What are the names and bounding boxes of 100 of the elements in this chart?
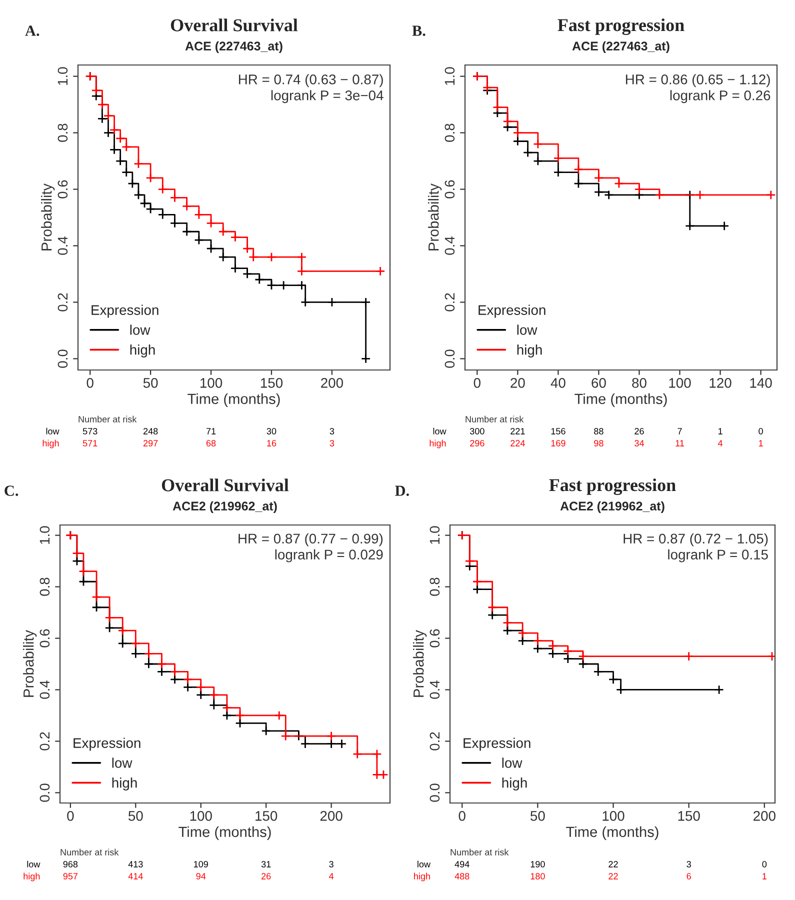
y-axis-title: Probability bbox=[23, 630, 37, 697]
text: 22 bbox=[608, 861, 618, 868]
legend-label: high bbox=[130, 344, 155, 358]
text: 180 bbox=[530, 873, 545, 880]
text: Number at risk bbox=[466, 416, 524, 422]
x-tick-label: 100 bbox=[669, 378, 691, 388]
text: 573 bbox=[82, 428, 98, 434]
y-tick-label: 1.0 bbox=[444, 67, 455, 85]
annotation: HR = 0.74 (0.63 − 0.87) bbox=[238, 74, 383, 88]
y-tick-label: 0.8 bbox=[430, 578, 440, 596]
y-tick-label: 0.0 bbox=[430, 784, 440, 802]
legend-label: high bbox=[112, 778, 137, 790]
text: 488 bbox=[454, 873, 470, 880]
chart-title: Overall Survival bbox=[162, 478, 289, 492]
text: 71 bbox=[206, 428, 216, 434]
chart-subtitle: ACE (227463_at) bbox=[185, 41, 282, 53]
legend-label: high bbox=[502, 778, 527, 790]
x-tick-label: 150 bbox=[678, 811, 700, 821]
y-tick-label: 0.0 bbox=[58, 350, 68, 368]
x-tick-label: 0 bbox=[86, 378, 94, 388]
legend-label: low bbox=[130, 324, 150, 335]
legend-label: low bbox=[502, 758, 522, 768]
annotation: HR = 0.86 (0.65 − 1.12) bbox=[626, 74, 770, 88]
x-axis-title: Time (months) bbox=[178, 826, 271, 840]
x-tick-label: 60 bbox=[592, 378, 606, 388]
text: 0 bbox=[762, 861, 767, 868]
chart-subtitle: ACE2 (219962_at) bbox=[560, 501, 664, 513]
text: 494 bbox=[454, 861, 470, 868]
y-tick-label: 0.6 bbox=[40, 629, 50, 648]
text: 1 bbox=[718, 428, 722, 434]
x-tick-label: 150 bbox=[256, 811, 278, 821]
text: 11 bbox=[676, 440, 684, 446]
text: 3 bbox=[330, 428, 334, 434]
y-tick-label: 0.2 bbox=[430, 732, 440, 750]
x-tick-label: 140 bbox=[750, 378, 772, 388]
text: A. bbox=[25, 26, 40, 36]
text: 248 bbox=[143, 428, 158, 434]
x-tick-label: 200 bbox=[320, 811, 342, 821]
text: 16 bbox=[267, 440, 276, 446]
annotation: logrank P = 0.15 bbox=[668, 549, 768, 562]
y-tick-label: 0.2 bbox=[40, 732, 50, 750]
x-tick-label: 0 bbox=[474, 378, 480, 388]
y-tick-label: 1.0 bbox=[430, 526, 440, 544]
x-axis-title: Time (months) bbox=[188, 393, 280, 407]
y-tick-label: 0.4 bbox=[430, 680, 440, 699]
legend-title: Expression bbox=[92, 304, 158, 318]
y-tick-label: 0.8 bbox=[444, 124, 455, 142]
text: 26 bbox=[634, 428, 644, 434]
y-axis-title: Probability bbox=[41, 183, 55, 250]
text: 414 bbox=[128, 873, 143, 880]
text: 22 bbox=[608, 873, 618, 880]
text: 98 bbox=[594, 440, 604, 446]
chart-title: Fast progression bbox=[558, 18, 684, 35]
text: 3 bbox=[329, 861, 334, 868]
text: 169 bbox=[551, 440, 566, 446]
x-tick-label: 80 bbox=[632, 378, 646, 388]
legend-title: Expression bbox=[478, 304, 546, 318]
text: 190 bbox=[530, 861, 545, 868]
text: 34 bbox=[634, 440, 644, 446]
text: 88 bbox=[594, 428, 604, 434]
text: 221 bbox=[510, 428, 525, 434]
text: low bbox=[27, 860, 40, 868]
text: Number at risk bbox=[450, 848, 509, 856]
x-tick-label: 0 bbox=[67, 811, 74, 821]
x-tick-label: 200 bbox=[754, 811, 776, 821]
x-tick-label: 0 bbox=[458, 811, 466, 821]
y-tick-label: 0.2 bbox=[444, 293, 455, 312]
y-tick-label: 0.4 bbox=[40, 680, 50, 699]
annotation: logrank P = 0.029 bbox=[275, 549, 383, 562]
text: 31 bbox=[261, 861, 271, 868]
text: 3 bbox=[330, 440, 334, 446]
y-tick-label: 0.6 bbox=[430, 629, 440, 648]
x-tick-label: 100 bbox=[190, 811, 212, 821]
text: high bbox=[430, 440, 446, 448]
text: 4 bbox=[718, 440, 723, 446]
y-tick-label: 0.8 bbox=[58, 124, 68, 142]
y-tick-label: 1.0 bbox=[58, 67, 68, 85]
text: 26 bbox=[262, 873, 271, 880]
text: low bbox=[46, 428, 60, 434]
y-tick-label: 0.6 bbox=[444, 180, 455, 198]
x-axis-title: Time (months) bbox=[574, 393, 667, 407]
text: 957 bbox=[63, 873, 78, 880]
legend-label: low bbox=[112, 758, 132, 768]
y-tick-label: 1.0 bbox=[40, 526, 50, 544]
text: B. bbox=[412, 26, 426, 36]
legend-label: low bbox=[517, 324, 538, 335]
x-tick-label: 50 bbox=[143, 378, 158, 388]
text: 413 bbox=[128, 861, 143, 868]
y-axis-title: Probability bbox=[428, 183, 442, 250]
x-tick-label: 200 bbox=[321, 378, 343, 388]
y-tick-label: 0.0 bbox=[444, 350, 455, 368]
x-tick-label: 40 bbox=[550, 378, 566, 388]
text: low bbox=[433, 428, 446, 434]
legend-label: high bbox=[517, 344, 542, 358]
chart-title: Overall Survival bbox=[170, 18, 298, 32]
text: 4 bbox=[329, 873, 334, 880]
x-axis-title: Time (months) bbox=[566, 826, 658, 840]
legend-title: Expression bbox=[74, 738, 140, 751]
x-tick-label: 100 bbox=[602, 811, 624, 821]
x-tick-label: 100 bbox=[200, 378, 222, 388]
